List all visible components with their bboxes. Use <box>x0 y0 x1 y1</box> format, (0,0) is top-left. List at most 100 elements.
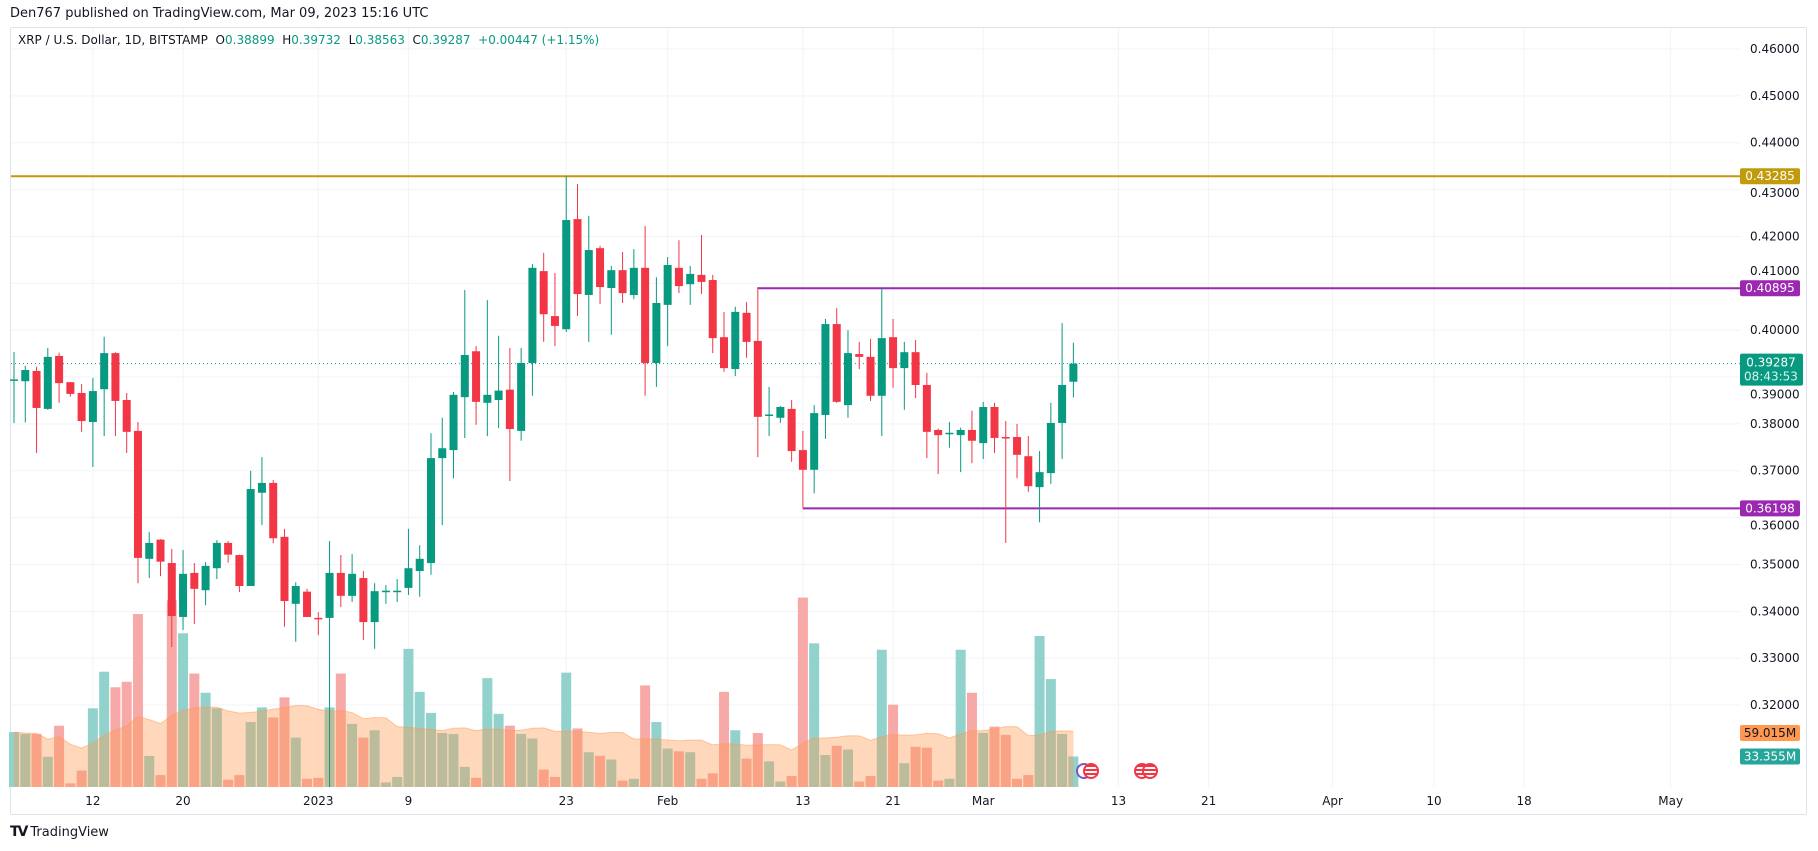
volume-bar <box>99 671 110 787</box>
volume-bar <box>256 707 267 787</box>
candle-body <box>956 429 965 436</box>
candle <box>133 422 142 584</box>
symbol-name[interactable]: XRP / U.S. Dollar, 1D, BITSTAMP <box>18 33 208 47</box>
candle <box>843 330 852 418</box>
candle-body <box>370 591 379 623</box>
volume-bar <box>978 733 989 787</box>
candle-body <box>539 271 548 315</box>
candle-body <box>190 572 199 589</box>
candle <box>798 430 807 509</box>
candle <box>156 539 165 577</box>
range-bottom-price-label: 0.36198 <box>1745 501 1795 515</box>
candle-body <box>979 407 988 444</box>
volume-bar <box>437 733 448 787</box>
volume-bar <box>561 672 572 787</box>
time-axis[interactable]: 12 20 2023 9 23 Feb 13 21 Mar 13 21 Apr 10 18 May <box>85 794 1683 808</box>
price-tick-label: 0.39000 <box>1750 388 1800 402</box>
candle <box>1046 402 1055 484</box>
volume-bar <box>392 776 403 787</box>
volume-bar <box>313 777 324 787</box>
volume-bar <box>606 759 617 787</box>
volume-bar <box>752 733 763 787</box>
candle <box>742 302 751 358</box>
candle <box>314 612 323 636</box>
high-value: 0.39732 <box>291 33 341 47</box>
volume-last-label: 33.355M <box>1744 749 1796 763</box>
volume-bar <box>144 755 155 787</box>
candle <box>596 245 605 304</box>
candle-body <box>291 586 300 604</box>
candle-body <box>426 458 435 564</box>
candle-body <box>438 448 447 459</box>
candle-body <box>517 362 526 431</box>
candle-body <box>922 384 931 432</box>
candle <box>88 377 97 467</box>
candle-body <box>900 352 909 369</box>
candle-body <box>393 590 402 593</box>
candle <box>934 428 943 475</box>
candle <box>145 532 154 579</box>
candle <box>212 540 221 579</box>
volume-bar <box>76 770 87 787</box>
volume-bar <box>87 708 98 787</box>
volume-bar <box>268 717 279 787</box>
low-value: 0.38563 <box>355 33 405 47</box>
volume-bar <box>279 697 290 787</box>
volume-bar <box>820 754 831 787</box>
change-value: +0.00447 (+1.15%) <box>478 33 600 47</box>
volume-bar <box>888 704 899 787</box>
volume-bar <box>211 708 222 787</box>
volume-bar <box>538 769 549 787</box>
publish-info: Den767 published on TradingView.com, Mar… <box>10 6 429 21</box>
candle-body <box>550 316 559 326</box>
candle <box>55 352 64 403</box>
candle-body <box>246 489 255 587</box>
price-tick-label: 0.41000 <box>1750 264 1800 278</box>
candle-body <box>765 414 774 417</box>
price-tick-label: 0.33000 <box>1750 651 1800 665</box>
us-flag-event-icon[interactable] <box>1142 763 1158 779</box>
candle-body <box>21 369 30 382</box>
candle <box>889 318 898 388</box>
candle <box>393 578 402 602</box>
horizontal-lines[interactable] <box>11 175 1740 510</box>
candle <box>562 175 571 333</box>
volume-bar <box>234 775 245 787</box>
volume-bar <box>155 775 166 787</box>
candle-body <box>911 352 920 385</box>
candle-body <box>584 250 593 296</box>
volume-bar <box>640 685 651 787</box>
volume-bar <box>1034 636 1045 787</box>
candle <box>810 405 819 494</box>
volume-bar <box>797 597 808 787</box>
close-value: 0.39287 <box>420 33 471 47</box>
candle <box>494 335 503 429</box>
candle <box>629 249 638 300</box>
volume-bar <box>425 712 436 787</box>
time-tick-label: 2023 <box>303 794 334 808</box>
volume-last-badge <box>1740 748 1800 765</box>
tradingview-logo-icon[interactable]: TV <box>10 824 28 840</box>
volume-bar <box>9 732 19 787</box>
candle-body <box>720 337 729 369</box>
candle-body <box>663 265 672 305</box>
candle-body <box>843 353 852 406</box>
candle <box>224 541 233 563</box>
volume-bar <box>910 746 921 787</box>
candle-body <box>810 413 819 470</box>
candle-body <box>336 572 345 596</box>
time-tick-label: Mar <box>972 794 995 808</box>
volume-bar <box>933 780 944 787</box>
candle <box>472 346 481 425</box>
volume-bar <box>31 733 42 787</box>
volume-bar <box>65 783 76 787</box>
time-tick-label: 20 <box>175 794 190 808</box>
us-flag-event-icon[interactable] <box>1083 763 1099 779</box>
price-axis[interactable]: 0.46000 0.45000 0.44000 0.43000 0.42000 0.410… <box>1750 42 1800 712</box>
brand-name[interactable]: TradingView <box>30 824 109 840</box>
candle-body <box>629 267 638 296</box>
candle <box>821 318 830 439</box>
candle <box>618 251 627 303</box>
